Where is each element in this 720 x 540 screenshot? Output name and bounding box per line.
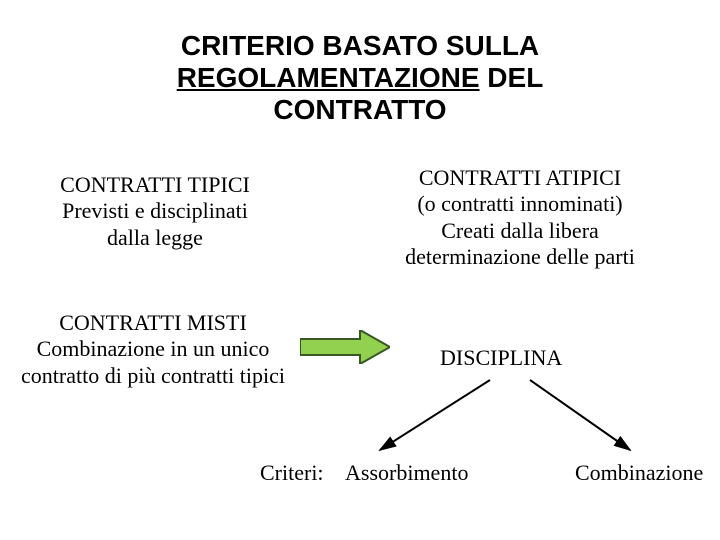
criteri-label: Criteri:	[260, 460, 324, 486]
criteri-item-assorbimento: Assorbimento	[345, 460, 468, 486]
criteri-item-combinazione: Combinazione	[575, 460, 703, 486]
arrow-down-left-icon	[0, 0, 720, 540]
